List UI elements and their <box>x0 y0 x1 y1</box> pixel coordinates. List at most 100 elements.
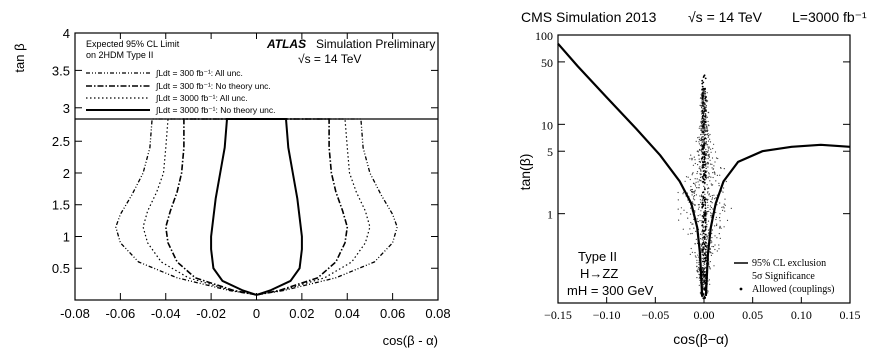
cms-allowed-point <box>709 247 711 249</box>
cms-allowed-point <box>706 144 708 146</box>
cms-allowed-point <box>689 178 691 181</box>
cms-allowed-point <box>719 220 721 222</box>
cms-allowed-point <box>708 147 710 149</box>
cms-allowed-point <box>713 194 715 196</box>
cms-allowed-point <box>691 158 693 160</box>
cms-allowed-point <box>694 159 696 161</box>
cms-allowed-point <box>702 251 705 253</box>
atlas-x-tick-label: -0.04 <box>151 306 181 321</box>
cms-allowed-point <box>719 237 721 239</box>
cms-allowed-point <box>710 212 712 214</box>
cms-allowed-point <box>707 140 710 142</box>
atlas-experiment-label: ATLAS <box>266 37 306 51</box>
cms-allowed-point <box>698 206 700 208</box>
cms-allowed-point <box>704 171 707 174</box>
cms-allowed-point <box>682 191 685 193</box>
cms-allowed-point <box>724 210 726 212</box>
cms-allowed-point <box>697 221 700 223</box>
cms-allowed-point <box>711 213 713 215</box>
cms-allowed-point <box>702 205 705 207</box>
cms-allowed-point <box>703 133 705 135</box>
cms-allowed-point <box>705 154 707 157</box>
cms-allowed-point <box>703 198 706 201</box>
cms-header: CMS Simulation 2013 <box>521 9 657 25</box>
cms-allowed-point <box>713 143 715 145</box>
cms-allowed-point <box>696 218 698 220</box>
cms-x-tick-label: 0.05 <box>742 308 763 322</box>
cms-allowed-point <box>709 159 711 161</box>
cms-allowed-point <box>700 105 702 107</box>
cms-allowed-point <box>702 126 705 128</box>
cms-legend-entry-2: 5σ Significance <box>752 271 815 282</box>
cms-allowed-point <box>677 191 679 194</box>
cms-allowed-point <box>701 96 704 99</box>
cms-allowed-point <box>701 88 703 91</box>
cms-allowed-point <box>693 227 695 229</box>
cms-allowed-point <box>706 162 708 164</box>
cms-allowed-point <box>704 77 707 80</box>
cms-allowed-point <box>700 118 703 120</box>
cms-allowed-point <box>725 180 727 183</box>
cms-allowed-point <box>703 166 706 168</box>
cms-allowed-point <box>700 173 703 175</box>
cms-allowed-point <box>702 164 704 166</box>
cms-allowed-point <box>695 187 698 189</box>
cms-allowed-point <box>698 148 701 151</box>
cms-allowed-point <box>704 97 706 100</box>
cms-allowed-point <box>707 188 709 190</box>
cms-allowed-point <box>703 157 706 159</box>
cms-allowed-point <box>702 287 705 290</box>
cms-allowed-point <box>707 191 709 193</box>
cms-allowed-point <box>687 176 689 178</box>
cms-allowed-point <box>708 173 710 175</box>
cms-allowed-point <box>690 154 692 156</box>
cms-allowed-point <box>706 116 709 118</box>
cms-allowed-point <box>710 176 712 178</box>
cms-allowed-point <box>715 216 718 218</box>
cms-allowed-point <box>708 172 710 174</box>
cms-allowed-point <box>699 168 701 170</box>
cms-allowed-point <box>719 174 721 176</box>
cms-allowed-point <box>704 254 707 256</box>
cms-allowed-point <box>699 199 702 201</box>
cms-allowed-point <box>710 183 712 185</box>
cms-allowed-point <box>697 208 700 210</box>
cms-allowed-point <box>697 150 699 152</box>
cms-allowed-point <box>704 115 706 118</box>
atlas-y-tick-label: 1 <box>63 229 70 244</box>
cms-allowed-point <box>704 90 707 93</box>
cms-allowed-point <box>703 260 706 263</box>
cms-allowed-point <box>712 246 715 248</box>
cms-allowed-point <box>711 195 713 197</box>
cms-allowed-point <box>708 194 710 196</box>
cms-allowed-point <box>691 251 694 253</box>
cms-allowed-point <box>720 227 722 229</box>
cms-allowed-point <box>714 151 717 153</box>
cms-allowed-point <box>702 239 704 241</box>
cms-allowed-point <box>692 223 694 225</box>
cms-allowed-point <box>702 232 705 235</box>
cms-allowed-point <box>691 188 694 191</box>
atlas-x-tick-label: 0 <box>253 306 260 321</box>
cms-allowed-point <box>693 191 695 193</box>
cms-allowed-point <box>710 240 712 242</box>
cms-allowed-point <box>702 108 704 110</box>
cms-allowed-point <box>704 174 707 177</box>
cms-allowed-point <box>700 111 702 113</box>
cms-allowed-point <box>701 138 703 141</box>
cms-allowed-point <box>723 168 725 170</box>
cms-allowed-point <box>702 258 705 260</box>
cms-y-tick-label: 1 <box>547 208 553 222</box>
cms-allowed-point <box>702 264 704 266</box>
cms-allowed-point <box>705 153 707 155</box>
cms-allowed-point <box>695 140 697 142</box>
cms-allowed-point <box>704 93 706 95</box>
cms-allowed-point <box>708 210 710 212</box>
cms-allowed-point <box>702 87 705 90</box>
cms-allowed-point <box>704 201 707 204</box>
cms-allowed-point <box>694 204 696 206</box>
cms-allowed-point <box>702 195 704 198</box>
cms-allowed-point <box>693 156 695 158</box>
cms-allowed-point <box>724 198 726 200</box>
cms-allowed-point <box>707 135 710 137</box>
